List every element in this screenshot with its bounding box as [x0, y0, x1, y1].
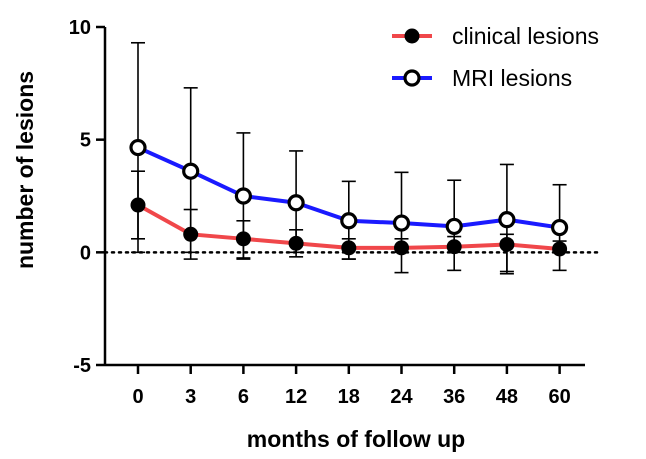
data-point [287, 194, 305, 212]
data-point [552, 241, 568, 257]
x-tick-label: 36 [443, 386, 465, 408]
data-point [129, 138, 147, 157]
data-point [446, 239, 462, 255]
x-tick-label: 0 [132, 386, 143, 408]
data-point [550, 218, 569, 237]
x-tick-label: 6 [238, 386, 249, 408]
data-series [129, 138, 569, 257]
x-tick-label: 18 [338, 386, 360, 408]
x-axis-title: months of follow up [247, 426, 465, 452]
data-point [183, 226, 199, 242]
y-tick-label: -5 [73, 355, 91, 377]
legend-marker [404, 28, 420, 44]
data-point [445, 217, 463, 236]
data-point [234, 187, 252, 205]
data-point [341, 240, 357, 256]
data-point [392, 214, 411, 232]
y-tick-label: 0 [80, 242, 91, 264]
data-point [499, 236, 515, 252]
data-point [182, 162, 200, 180]
data-point [340, 212, 358, 230]
data-point [235, 231, 251, 247]
data-point [288, 235, 304, 251]
y-tick-label: 5 [80, 130, 91, 152]
x-tick-label: 24 [390, 386, 413, 408]
legend-label: clinical lesions [452, 23, 599, 49]
y-tick-label: 10 [69, 17, 91, 39]
legend: clinical lesions MRI lesions [392, 23, 599, 91]
legend-label: MRI lesions [452, 65, 572, 91]
x-tick-label: 60 [548, 386, 570, 408]
x-tick-label: 12 [285, 386, 307, 408]
x-tick-label: 48 [496, 386, 518, 408]
y-axis-title: number of lesions [12, 71, 38, 269]
data-point [498, 211, 516, 229]
data-point [130, 197, 146, 213]
data-point [394, 240, 409, 256]
legend-marker [403, 69, 421, 87]
x-tick-label: 3 [185, 386, 196, 408]
